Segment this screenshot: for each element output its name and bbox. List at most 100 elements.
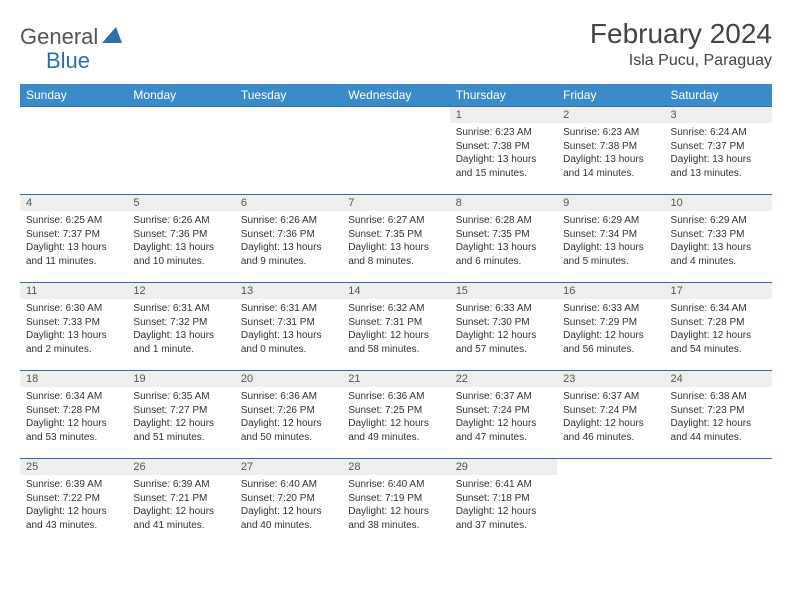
day-number: 26 (127, 459, 234, 475)
calendar-cell: 12Sunrise: 6:31 AMSunset: 7:32 PMDayligh… (127, 283, 234, 371)
day-header: Wednesday (342, 84, 449, 107)
day-details: Sunrise: 6:40 AMSunset: 7:19 PMDaylight:… (342, 475, 449, 535)
calendar-cell: 23Sunrise: 6:37 AMSunset: 7:24 PMDayligh… (557, 371, 664, 459)
sunset-text: Sunset: 7:37 PM (671, 140, 766, 154)
day-header: Friday (557, 84, 664, 107)
daylight-text: Daylight: 13 hours and 11 minutes. (26, 241, 121, 268)
sunrise-text: Sunrise: 6:23 AM (456, 126, 551, 140)
calendar-page: General February 2024 Isla Pucu, Paragua… (0, 0, 792, 565)
day-number: 20 (235, 371, 342, 387)
day-number: 16 (557, 283, 664, 299)
daylight-text: Daylight: 13 hours and 4 minutes. (671, 241, 766, 268)
logo-text-general: General (20, 24, 98, 50)
calendar-cell: 10Sunrise: 6:29 AMSunset: 7:33 PMDayligh… (665, 195, 772, 283)
calendar-week-row: 1Sunrise: 6:23 AMSunset: 7:38 PMDaylight… (20, 107, 772, 195)
calendar-cell: 28Sunrise: 6:40 AMSunset: 7:19 PMDayligh… (342, 459, 449, 547)
sunset-text: Sunset: 7:22 PM (26, 492, 121, 506)
day-number: 22 (450, 371, 557, 387)
day-number: 12 (127, 283, 234, 299)
sunrise-text: Sunrise: 6:36 AM (241, 390, 336, 404)
sunrise-text: Sunrise: 6:31 AM (241, 302, 336, 316)
day-header-row: Sunday Monday Tuesday Wednesday Thursday… (20, 84, 772, 107)
sunset-text: Sunset: 7:38 PM (456, 140, 551, 154)
day-number: 3 (665, 107, 772, 123)
daylight-text: Daylight: 13 hours and 13 minutes. (671, 153, 766, 180)
calendar-cell: 29Sunrise: 6:41 AMSunset: 7:18 PMDayligh… (450, 459, 557, 547)
day-details: Sunrise: 6:32 AMSunset: 7:31 PMDaylight:… (342, 299, 449, 359)
daylight-text: Daylight: 13 hours and 6 minutes. (456, 241, 551, 268)
daylight-text: Daylight: 12 hours and 38 minutes. (348, 505, 443, 532)
sunrise-text: Sunrise: 6:24 AM (671, 126, 766, 140)
sunrise-text: Sunrise: 6:27 AM (348, 214, 443, 228)
sunset-text: Sunset: 7:35 PM (348, 228, 443, 242)
sunset-text: Sunset: 7:33 PM (26, 316, 121, 330)
day-details: Sunrise: 6:26 AMSunset: 7:36 PMDaylight:… (127, 211, 234, 271)
calendar-week-row: 4Sunrise: 6:25 AMSunset: 7:37 PMDaylight… (20, 195, 772, 283)
day-header: Sunday (20, 84, 127, 107)
day-number: 9 (557, 195, 664, 211)
daylight-text: Daylight: 12 hours and 49 minutes. (348, 417, 443, 444)
day-details: Sunrise: 6:37 AMSunset: 7:24 PMDaylight:… (557, 387, 664, 447)
daylight-text: Daylight: 12 hours and 37 minutes. (456, 505, 551, 532)
daylight-text: Daylight: 12 hours and 57 minutes. (456, 329, 551, 356)
day-details: Sunrise: 6:38 AMSunset: 7:23 PMDaylight:… (665, 387, 772, 447)
day-number (557, 459, 664, 475)
logo-text-blue: Blue (20, 48, 90, 73)
sunrise-text: Sunrise: 6:34 AM (671, 302, 766, 316)
day-header: Monday (127, 84, 234, 107)
day-number: 25 (20, 459, 127, 475)
sunset-text: Sunset: 7:33 PM (671, 228, 766, 242)
day-details: Sunrise: 6:28 AMSunset: 7:35 PMDaylight:… (450, 211, 557, 271)
sunrise-text: Sunrise: 6:37 AM (456, 390, 551, 404)
sunset-text: Sunset: 7:18 PM (456, 492, 551, 506)
sunrise-text: Sunrise: 6:28 AM (456, 214, 551, 228)
day-number: 15 (450, 283, 557, 299)
daylight-text: Daylight: 12 hours and 47 minutes. (456, 417, 551, 444)
sunset-text: Sunset: 7:34 PM (563, 228, 658, 242)
daylight-text: Daylight: 12 hours and 44 minutes. (671, 417, 766, 444)
month-title: February 2024 (590, 18, 772, 50)
day-header: Tuesday (235, 84, 342, 107)
calendar-cell: 22Sunrise: 6:37 AMSunset: 7:24 PMDayligh… (450, 371, 557, 459)
sunrise-text: Sunrise: 6:23 AM (563, 126, 658, 140)
day-details: Sunrise: 6:35 AMSunset: 7:27 PMDaylight:… (127, 387, 234, 447)
sunset-text: Sunset: 7:27 PM (133, 404, 228, 418)
day-details: Sunrise: 6:24 AMSunset: 7:37 PMDaylight:… (665, 123, 772, 183)
day-number: 4 (20, 195, 127, 211)
calendar-cell: 24Sunrise: 6:38 AMSunset: 7:23 PMDayligh… (665, 371, 772, 459)
day-number (127, 107, 234, 123)
daylight-text: Daylight: 12 hours and 53 minutes. (26, 417, 121, 444)
sunset-text: Sunset: 7:31 PM (241, 316, 336, 330)
calendar-cell: 4Sunrise: 6:25 AMSunset: 7:37 PMDaylight… (20, 195, 127, 283)
day-details: Sunrise: 6:29 AMSunset: 7:34 PMDaylight:… (557, 211, 664, 271)
daylight-text: Daylight: 13 hours and 0 minutes. (241, 329, 336, 356)
calendar-cell: 16Sunrise: 6:33 AMSunset: 7:29 PMDayligh… (557, 283, 664, 371)
logo: General (20, 18, 124, 50)
daylight-text: Daylight: 12 hours and 41 minutes. (133, 505, 228, 532)
sunset-text: Sunset: 7:24 PM (563, 404, 658, 418)
calendar-week-row: 25Sunrise: 6:39 AMSunset: 7:22 PMDayligh… (20, 459, 772, 547)
day-number (665, 459, 772, 475)
day-number: 6 (235, 195, 342, 211)
sunset-text: Sunset: 7:36 PM (241, 228, 336, 242)
daylight-text: Daylight: 12 hours and 56 minutes. (563, 329, 658, 356)
sunrise-text: Sunrise: 6:29 AM (671, 214, 766, 228)
day-details: Sunrise: 6:25 AMSunset: 7:37 PMDaylight:… (20, 211, 127, 271)
calendar-cell (235, 107, 342, 195)
day-details: Sunrise: 6:34 AMSunset: 7:28 PMDaylight:… (20, 387, 127, 447)
sunrise-text: Sunrise: 6:35 AM (133, 390, 228, 404)
day-details: Sunrise: 6:26 AMSunset: 7:36 PMDaylight:… (235, 211, 342, 271)
daylight-text: Daylight: 12 hours and 58 minutes. (348, 329, 443, 356)
calendar-cell (665, 459, 772, 547)
calendar-cell: 13Sunrise: 6:31 AMSunset: 7:31 PMDayligh… (235, 283, 342, 371)
sunrise-text: Sunrise: 6:36 AM (348, 390, 443, 404)
day-header: Saturday (665, 84, 772, 107)
daylight-text: Daylight: 13 hours and 15 minutes. (456, 153, 551, 180)
day-details: Sunrise: 6:33 AMSunset: 7:30 PMDaylight:… (450, 299, 557, 359)
sunset-text: Sunset: 7:20 PM (241, 492, 336, 506)
day-details: Sunrise: 6:29 AMSunset: 7:33 PMDaylight:… (665, 211, 772, 271)
calendar-cell: 18Sunrise: 6:34 AMSunset: 7:28 PMDayligh… (20, 371, 127, 459)
day-number: 28 (342, 459, 449, 475)
sunrise-text: Sunrise: 6:30 AM (26, 302, 121, 316)
daylight-text: Daylight: 13 hours and 10 minutes. (133, 241, 228, 268)
